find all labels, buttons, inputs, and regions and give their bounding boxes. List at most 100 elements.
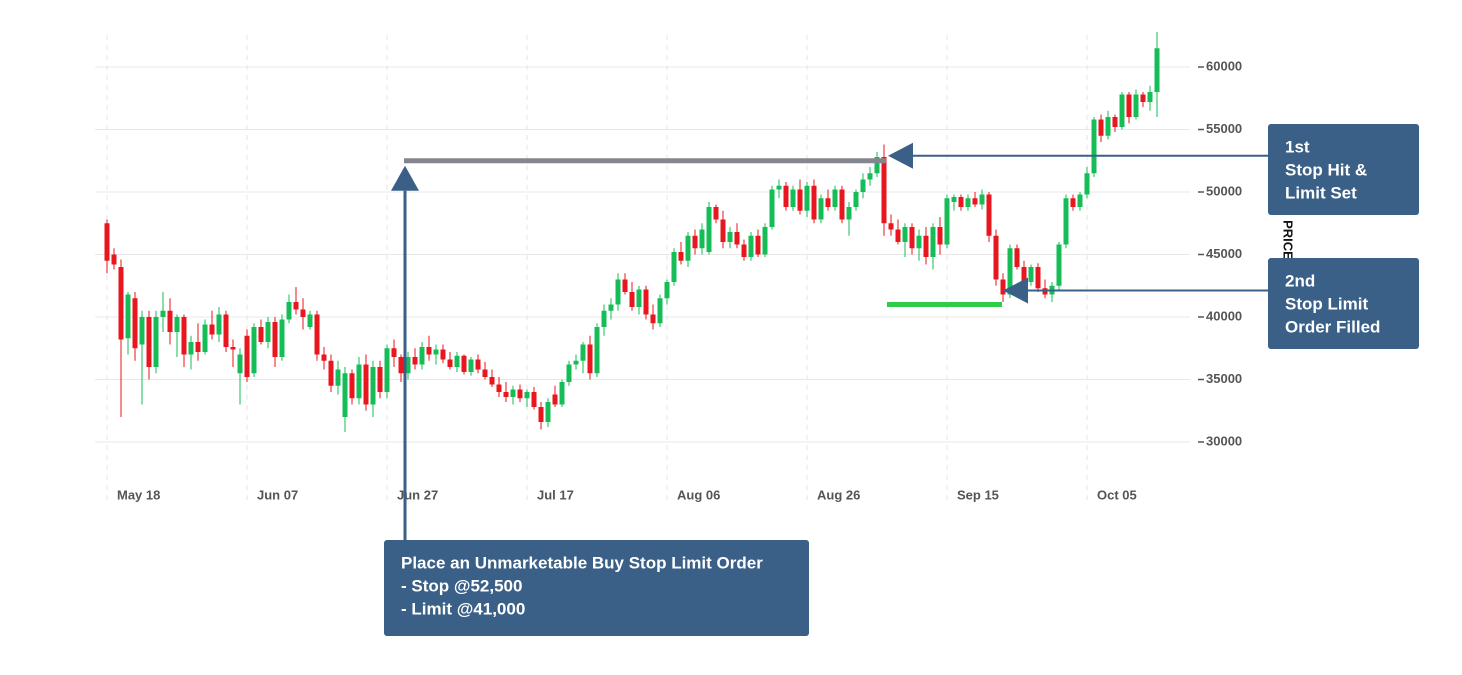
candle-body xyxy=(636,289,642,307)
candle-body xyxy=(405,357,411,374)
candle-body xyxy=(797,189,803,211)
candle-body xyxy=(118,267,124,340)
candle-body xyxy=(1098,119,1104,136)
candle-body xyxy=(601,310,607,327)
candle-body xyxy=(538,407,544,422)
x-tick-label: Jun 07 xyxy=(257,487,298,502)
candle-body xyxy=(272,322,278,357)
candle-body xyxy=(587,344,593,374)
candle-body xyxy=(153,317,159,367)
candle-body xyxy=(685,235,691,261)
candle-body xyxy=(104,223,110,261)
candle-body xyxy=(286,302,292,320)
candle-body xyxy=(1063,198,1069,245)
candle-body xyxy=(727,232,733,242)
candle-body xyxy=(1140,94,1146,102)
candle-body xyxy=(1105,117,1111,136)
annotation-text: 1st xyxy=(1285,137,1310,156)
candle-body xyxy=(321,354,327,361)
annotation-box: 1st Stop Hit & Limit Set xyxy=(1268,124,1419,215)
box-bg xyxy=(1268,124,1419,215)
candle-body xyxy=(986,194,992,236)
candle-body xyxy=(664,282,670,299)
candle-body xyxy=(426,347,432,355)
candle-body xyxy=(188,342,194,355)
candle-body xyxy=(657,298,663,324)
candle-body xyxy=(972,198,978,205)
candle-body xyxy=(468,359,474,372)
candle-body xyxy=(965,198,971,207)
candle-body xyxy=(461,355,467,372)
candle-body xyxy=(1028,267,1034,282)
candle-body xyxy=(181,317,187,355)
candle-body xyxy=(160,310,166,317)
candle-body xyxy=(643,289,649,315)
candle-body xyxy=(552,394,558,405)
annotation-text: Stop Limit xyxy=(1285,294,1368,313)
candle-body xyxy=(1084,173,1090,195)
candle-body xyxy=(279,319,285,357)
candle-body xyxy=(377,367,383,392)
arrow-head xyxy=(888,142,913,169)
candle-body xyxy=(307,314,313,327)
candle-body xyxy=(1014,248,1020,267)
candle-body xyxy=(580,344,586,361)
annotations: Place an Unmarketable Buy Stop Limit Ord… xyxy=(384,124,1419,636)
x-tick-label: Aug 06 xyxy=(677,487,720,502)
candle-body xyxy=(237,354,243,374)
y-tick-label: 50000 xyxy=(1206,183,1242,198)
candle-body xyxy=(930,227,936,257)
candle-body xyxy=(895,229,901,242)
candle-body xyxy=(1070,198,1076,207)
y-tick-label: 40000 xyxy=(1206,308,1242,323)
candle-body xyxy=(125,294,131,339)
candle-body xyxy=(832,189,838,207)
candle-body xyxy=(1112,117,1118,127)
candle-body xyxy=(335,369,341,386)
candle-body xyxy=(720,219,726,242)
candle-body xyxy=(1133,94,1139,117)
candle-body xyxy=(699,229,705,249)
annotation-text: - Stop @52,500 xyxy=(401,576,522,595)
candle-body xyxy=(391,348,397,357)
candle-body xyxy=(622,279,628,292)
candle-body xyxy=(398,357,404,374)
candle-body xyxy=(804,185,810,211)
candle-body xyxy=(216,314,222,335)
candle-body xyxy=(1147,92,1153,102)
candle-body xyxy=(755,235,761,255)
x-tick-label: Jul 17 xyxy=(537,487,574,502)
candle-body xyxy=(524,392,530,399)
candle-body xyxy=(923,235,929,257)
candle-body xyxy=(937,227,943,245)
candle-body xyxy=(517,389,523,399)
candle-body xyxy=(342,373,348,417)
candle-body xyxy=(230,347,236,350)
annotation-box: 2nd Stop Limit Order Filled xyxy=(1268,258,1419,349)
candle-body xyxy=(692,235,698,249)
x-tick-label: May 18 xyxy=(117,487,160,502)
annotation-text: - Limit @41,000 xyxy=(401,599,525,618)
candle-body xyxy=(265,322,271,342)
candle-body xyxy=(167,310,173,332)
candle-body xyxy=(951,197,957,202)
candle-body xyxy=(328,360,334,386)
x-tick-label: Aug 26 xyxy=(817,487,860,502)
candle-body xyxy=(503,392,509,397)
candle-body xyxy=(111,254,117,265)
candle-body xyxy=(615,279,621,305)
candle-body xyxy=(594,327,600,374)
candle-body xyxy=(1126,94,1132,117)
candle-body xyxy=(909,227,915,249)
candle-body xyxy=(223,314,229,347)
candle-body xyxy=(489,377,495,385)
candle-body xyxy=(1035,267,1041,289)
box-bg xyxy=(1268,258,1419,349)
candle-body xyxy=(356,364,362,399)
candle-body xyxy=(370,367,376,405)
candle-body xyxy=(531,392,537,407)
candle-body xyxy=(314,314,320,355)
y-tick-label: 60000 xyxy=(1206,58,1242,73)
candle-body xyxy=(790,189,796,207)
